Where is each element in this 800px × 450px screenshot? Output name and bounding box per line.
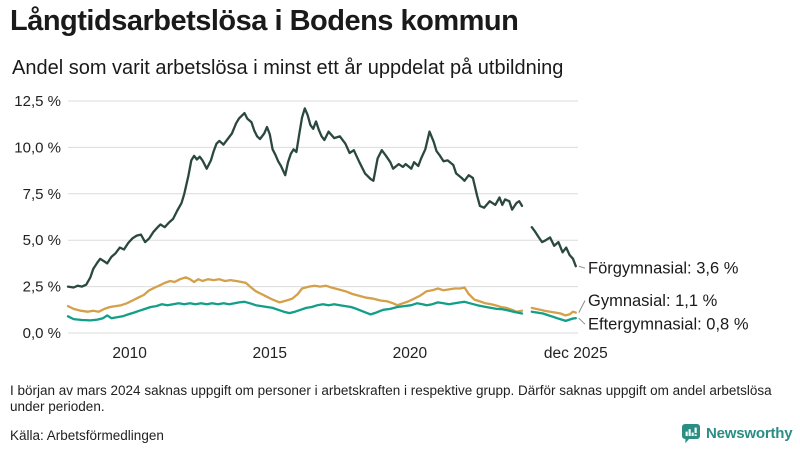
series-line-eftergymnasial — [530, 310, 577, 323]
series-line-gymnasial — [530, 306, 577, 317]
page-subtitle: Andel som varit arbetslösa i minst ett å… — [12, 57, 564, 79]
footnote-text: I början av mars 2024 saknas uppgift om … — [10, 383, 772, 415]
x-tick-label: dec 2025 — [544, 345, 608, 362]
x-tick-label: 2010 — [112, 345, 147, 362]
y-tick-label: 12,5 % — [14, 93, 61, 110]
series-end-label-forgymnasial: Förgymnasial: 3,6 % — [588, 260, 739, 278]
y-tick-label: 2,5 % — [23, 279, 61, 296]
newsworthy-logo: Newsworthy — [681, 423, 793, 444]
series-line-gymnasial — [66, 276, 524, 313]
source-text: Källa: Arbetsförmedlingen — [10, 428, 164, 443]
y-tick-label: 0,0 % — [23, 325, 61, 342]
label-connector — [578, 300, 586, 313]
y-tick-label: 10,0 % — [14, 139, 61, 156]
y-tick-label: 7,5 % — [23, 186, 61, 203]
x-tick-label: 2015 — [253, 345, 287, 362]
series-line-eftergymnasial — [66, 300, 524, 322]
page-title: Långtidsarbetslösa i Bodens kommun — [10, 5, 519, 37]
series-end-label-gymnasial: Gymnasial: 1,1 % — [588, 292, 718, 310]
label-connector — [578, 317, 586, 325]
series-line-forgymnasial — [66, 107, 524, 289]
newsworthy-logo-icon — [682, 424, 700, 444]
y-tick-label: 5,0 % — [23, 232, 61, 249]
x-tick-label: 2020 — [393, 345, 428, 362]
series-line-forgymnasial — [530, 226, 577, 268]
series-end-label-eftergymnasial: Eftergymnasial: 0,8 % — [588, 316, 749, 334]
newsworthy-wordmark: Newsworthy — [706, 425, 793, 442]
label-connector — [578, 265, 586, 269]
